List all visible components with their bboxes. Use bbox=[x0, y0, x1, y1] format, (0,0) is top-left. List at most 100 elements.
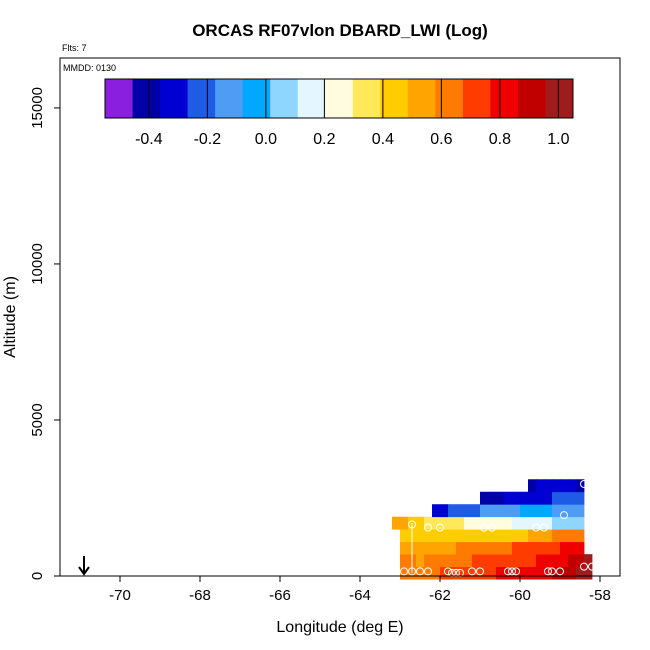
heatmap-cell bbox=[504, 541, 513, 555]
heatmap-cell bbox=[456, 504, 465, 518]
heatmap-cell bbox=[440, 541, 449, 555]
heatmap-cell bbox=[456, 541, 465, 555]
heatmap-cell bbox=[416, 516, 425, 530]
observation-point bbox=[480, 523, 488, 532]
heatmap-cell bbox=[496, 566, 505, 580]
heatmap-cell bbox=[576, 516, 585, 530]
colorbar: -0.4 -0.2 0.0 0.2 0.4 0.6 0.8 1.0 bbox=[104, 78, 574, 148]
colorbar-tick-label: 0.8 bbox=[489, 131, 511, 148]
heatmap-cell bbox=[448, 541, 457, 555]
heatmap-cell bbox=[520, 516, 529, 530]
heatmap-cell bbox=[576, 504, 585, 518]
observation-point bbox=[532, 523, 540, 532]
heatmap-cell bbox=[400, 516, 409, 530]
heatmap-cell bbox=[576, 529, 585, 543]
x-tick-label: -62 bbox=[429, 587, 451, 604]
observation-point bbox=[504, 567, 512, 576]
heatmap-cell bbox=[512, 504, 521, 518]
heatmap-cell bbox=[464, 529, 473, 543]
heatmap-cell bbox=[544, 516, 553, 530]
heatmap-cell bbox=[552, 504, 561, 518]
heatmap-cell bbox=[536, 504, 545, 518]
heatmap-cell bbox=[544, 479, 553, 493]
heatmap-cell bbox=[440, 554, 449, 568]
heatmap-cell bbox=[480, 516, 489, 530]
colorbar-swatch bbox=[462, 79, 491, 118]
observation-point bbox=[548, 567, 556, 576]
heatmap-cell bbox=[480, 541, 489, 555]
heatmap-cell bbox=[480, 554, 489, 568]
heatmap-cell bbox=[432, 541, 441, 555]
y-axis: 0 5000 10000 15000 bbox=[29, 87, 60, 580]
heatmap-cell bbox=[504, 566, 513, 580]
heatmap-cell bbox=[488, 566, 497, 580]
heatmap-cell bbox=[576, 566, 585, 580]
heatmap-cell bbox=[552, 554, 561, 568]
heatmap-cell bbox=[480, 491, 489, 505]
heatmap-cell bbox=[416, 529, 425, 543]
heatmap-cell bbox=[488, 554, 497, 568]
heatmap-cell bbox=[528, 529, 537, 543]
colorbar-swatch bbox=[270, 79, 299, 118]
observation-point bbox=[424, 567, 432, 576]
heatmap-cell bbox=[456, 566, 465, 580]
observation-point bbox=[424, 523, 432, 532]
arrow-head bbox=[78, 566, 90, 576]
observation-point bbox=[476, 567, 484, 576]
heatmap-cell bbox=[504, 529, 513, 543]
heatmap-cell bbox=[440, 529, 449, 543]
observation-point bbox=[508, 567, 516, 576]
heatmap-cell bbox=[408, 566, 417, 580]
heatmap-cell bbox=[472, 554, 481, 568]
heatmap-cell bbox=[464, 504, 473, 518]
heatmap-cell bbox=[568, 566, 577, 580]
heatmap-cell bbox=[432, 529, 441, 543]
heatmap-cell bbox=[568, 479, 577, 493]
observation-point bbox=[512, 567, 520, 576]
chart-title: ORCAS RF07vlon DBARD_LWI (Log) bbox=[192, 21, 488, 40]
date-note: MMDD: 0130 bbox=[63, 63, 116, 73]
heatmap-cell bbox=[464, 566, 473, 580]
heatmap-cell bbox=[464, 554, 473, 568]
heatmap-cell bbox=[464, 541, 473, 555]
colorbar-swatch bbox=[407, 79, 436, 118]
observation-point bbox=[444, 567, 452, 576]
heatmap-cell bbox=[560, 554, 569, 568]
heatmap-cell bbox=[472, 504, 481, 518]
observation-point bbox=[416, 567, 424, 576]
colorbar-tick-label: 0.6 bbox=[430, 131, 452, 148]
heatmap-cells bbox=[392, 479, 593, 580]
heatmap-cell bbox=[424, 529, 433, 543]
heatmap-cell bbox=[584, 566, 593, 580]
heatmap-cell bbox=[440, 566, 449, 580]
heatmap-cell bbox=[568, 529, 577, 543]
heatmap-cell bbox=[472, 541, 481, 555]
y-axis-label: Altitude (m) bbox=[2, 276, 19, 358]
y-tick-label: 0 bbox=[29, 572, 46, 580]
colorbar-swatch bbox=[297, 79, 326, 118]
observation-point bbox=[468, 567, 476, 576]
heatmap-cell bbox=[536, 566, 545, 580]
plot-frame bbox=[59, 57, 621, 577]
colorbar-swatch bbox=[380, 79, 409, 118]
heatmap-cell bbox=[552, 529, 561, 543]
heatmap-cell bbox=[536, 541, 545, 555]
heatmap-cell bbox=[544, 566, 553, 580]
colorbar-tick-label: -0.4 bbox=[135, 131, 163, 148]
heatmap-cell bbox=[488, 516, 497, 530]
heatmap-cell bbox=[432, 504, 441, 518]
heatmap-cell bbox=[520, 491, 529, 505]
heatmap-cell bbox=[520, 554, 529, 568]
heatmap-cell bbox=[512, 516, 521, 530]
observation-point bbox=[400, 567, 408, 576]
heatmap-cell bbox=[496, 491, 505, 505]
heatmap-cell bbox=[520, 566, 529, 580]
heatmap-cell bbox=[392, 516, 401, 530]
colorbar-swatch bbox=[132, 79, 161, 118]
heatmap-cell bbox=[536, 491, 545, 505]
colorbar-swatch bbox=[187, 79, 216, 118]
heatmap-cell bbox=[552, 479, 561, 493]
heatmap-cell bbox=[456, 529, 465, 543]
heatmap-cell bbox=[536, 516, 545, 530]
x-tick-label: -60 bbox=[509, 587, 531, 604]
